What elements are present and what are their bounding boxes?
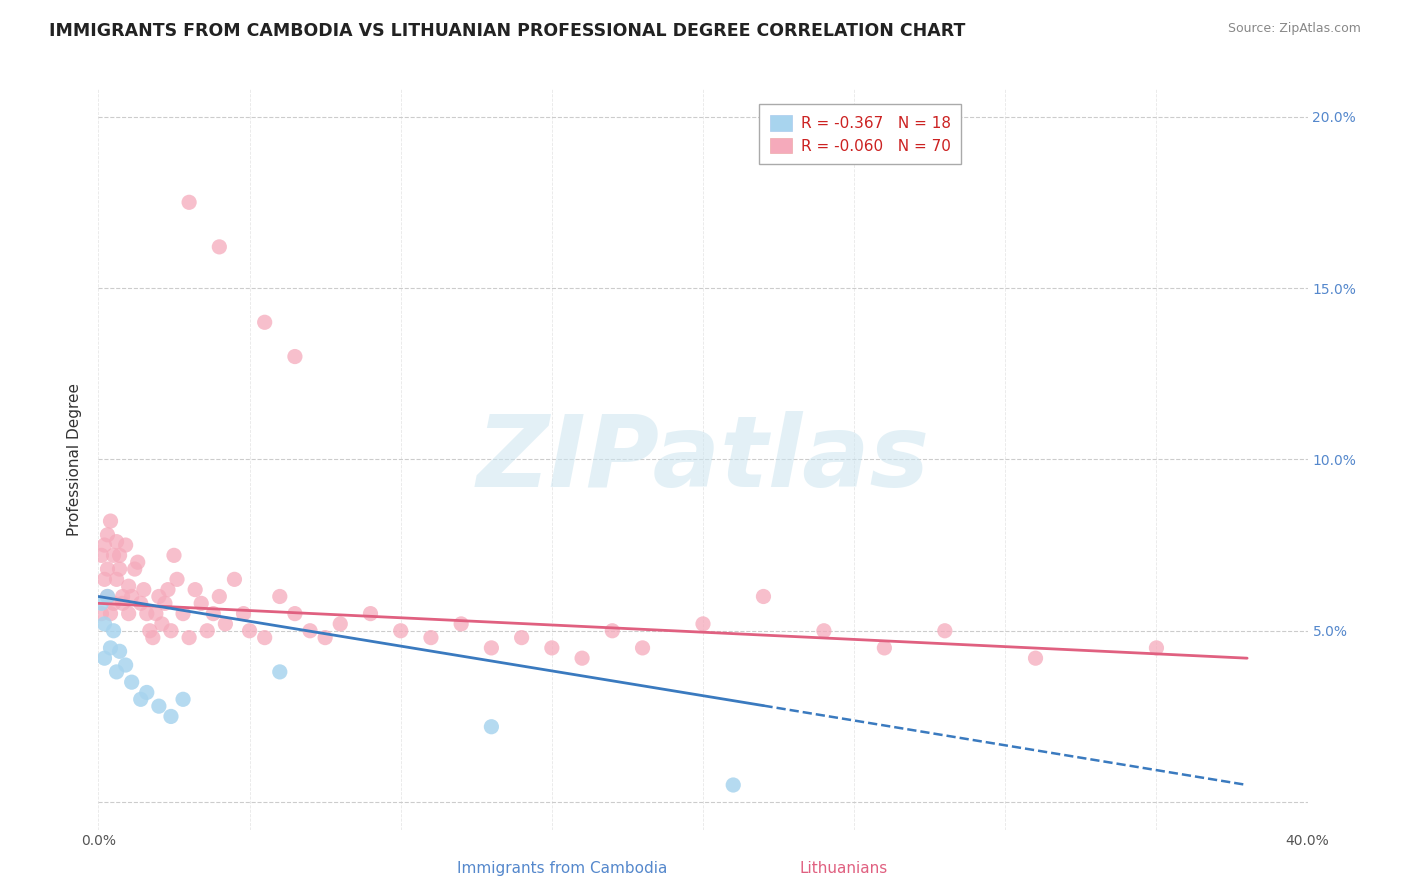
Point: [232, 607, 254, 621]
Point: [450, 616, 472, 631]
Point: [329, 616, 352, 631]
Point: [179, 195, 201, 210]
Point: [299, 624, 322, 638]
Point: [224, 572, 246, 586]
Point: [1144, 640, 1167, 655]
Point: [90, 549, 112, 563]
Point: [160, 624, 183, 638]
Text: Source: ZipAtlas.com: Source: ZipAtlas.com: [1227, 22, 1361, 36]
Point: [118, 607, 141, 621]
Point: [129, 596, 152, 610]
Point: [163, 549, 186, 563]
Point: [103, 549, 125, 563]
Point: [153, 596, 176, 610]
Point: [90, 607, 112, 621]
Point: [142, 631, 165, 645]
Point: [93, 616, 115, 631]
Point: [93, 538, 115, 552]
Point: [114, 538, 136, 552]
Point: [166, 572, 188, 586]
Point: [253, 315, 276, 329]
Point: [108, 562, 131, 576]
Point: [540, 640, 562, 655]
Point: [510, 631, 533, 645]
Point: [118, 579, 141, 593]
Point: [111, 590, 134, 604]
Point: [692, 616, 714, 631]
Point: [284, 350, 307, 364]
Point: [420, 631, 443, 645]
Point: [172, 692, 194, 706]
Point: [132, 582, 155, 597]
Text: Lithuanians: Lithuanians: [800, 861, 887, 876]
Point: [103, 624, 125, 638]
Point: [139, 624, 162, 638]
Point: [93, 651, 115, 665]
Point: [93, 572, 115, 586]
Point: [96, 590, 118, 604]
Text: IMMIGRANTS FROM CAMBODIA VS LITHUANIAN PROFESSIONAL DEGREE CORRELATION CHART: IMMIGRANTS FROM CAMBODIA VS LITHUANIAN P…: [49, 22, 966, 40]
Point: [239, 624, 262, 638]
Point: [631, 640, 654, 655]
Point: [752, 590, 775, 604]
Point: [90, 596, 112, 610]
Point: [148, 699, 170, 714]
Text: ZIPatlas: ZIPatlas: [477, 411, 929, 508]
Point: [108, 549, 131, 563]
Point: [195, 624, 218, 638]
Point: [723, 778, 745, 792]
Point: [100, 607, 122, 621]
Point: [127, 555, 149, 569]
Point: [208, 590, 231, 604]
Point: [100, 514, 122, 528]
Point: [103, 596, 125, 610]
Point: [145, 607, 167, 621]
Point: [129, 692, 152, 706]
Point: [214, 616, 236, 631]
Point: [114, 658, 136, 673]
Point: [269, 590, 291, 604]
Y-axis label: Professional Degree: Professional Degree: [67, 383, 83, 536]
Point: [389, 624, 412, 638]
Point: [481, 720, 503, 734]
Point: [813, 624, 835, 638]
Point: [150, 616, 173, 631]
Point: [121, 675, 143, 690]
Point: [105, 572, 128, 586]
Point: [179, 631, 201, 645]
Point: [135, 607, 157, 621]
Point: [100, 640, 122, 655]
Point: [124, 562, 146, 576]
Point: [111, 596, 134, 610]
Point: [208, 240, 231, 254]
Point: [873, 640, 896, 655]
Point: [269, 665, 291, 679]
Point: [284, 607, 307, 621]
Point: [121, 590, 143, 604]
Point: [253, 631, 276, 645]
Point: [96, 562, 118, 576]
Point: [156, 582, 179, 597]
Point: [481, 640, 503, 655]
Point: [934, 624, 956, 638]
Point: [172, 607, 194, 621]
Point: [105, 534, 128, 549]
Point: [1024, 651, 1046, 665]
Point: [360, 607, 382, 621]
Point: [602, 624, 624, 638]
Point: [108, 644, 131, 658]
Point: [96, 590, 118, 604]
Point: [571, 651, 593, 665]
Point: [135, 685, 157, 699]
Point: [202, 607, 225, 621]
Text: Immigrants from Cambodia: Immigrants from Cambodia: [457, 861, 668, 876]
Point: [314, 631, 336, 645]
Point: [190, 596, 212, 610]
Legend: R = -0.367   N = 18, R = -0.060   N = 70: R = -0.367 N = 18, R = -0.060 N = 70: [759, 104, 962, 164]
Point: [105, 665, 128, 679]
Point: [148, 590, 170, 604]
Point: [96, 528, 118, 542]
Point: [160, 709, 183, 723]
Point: [184, 582, 207, 597]
